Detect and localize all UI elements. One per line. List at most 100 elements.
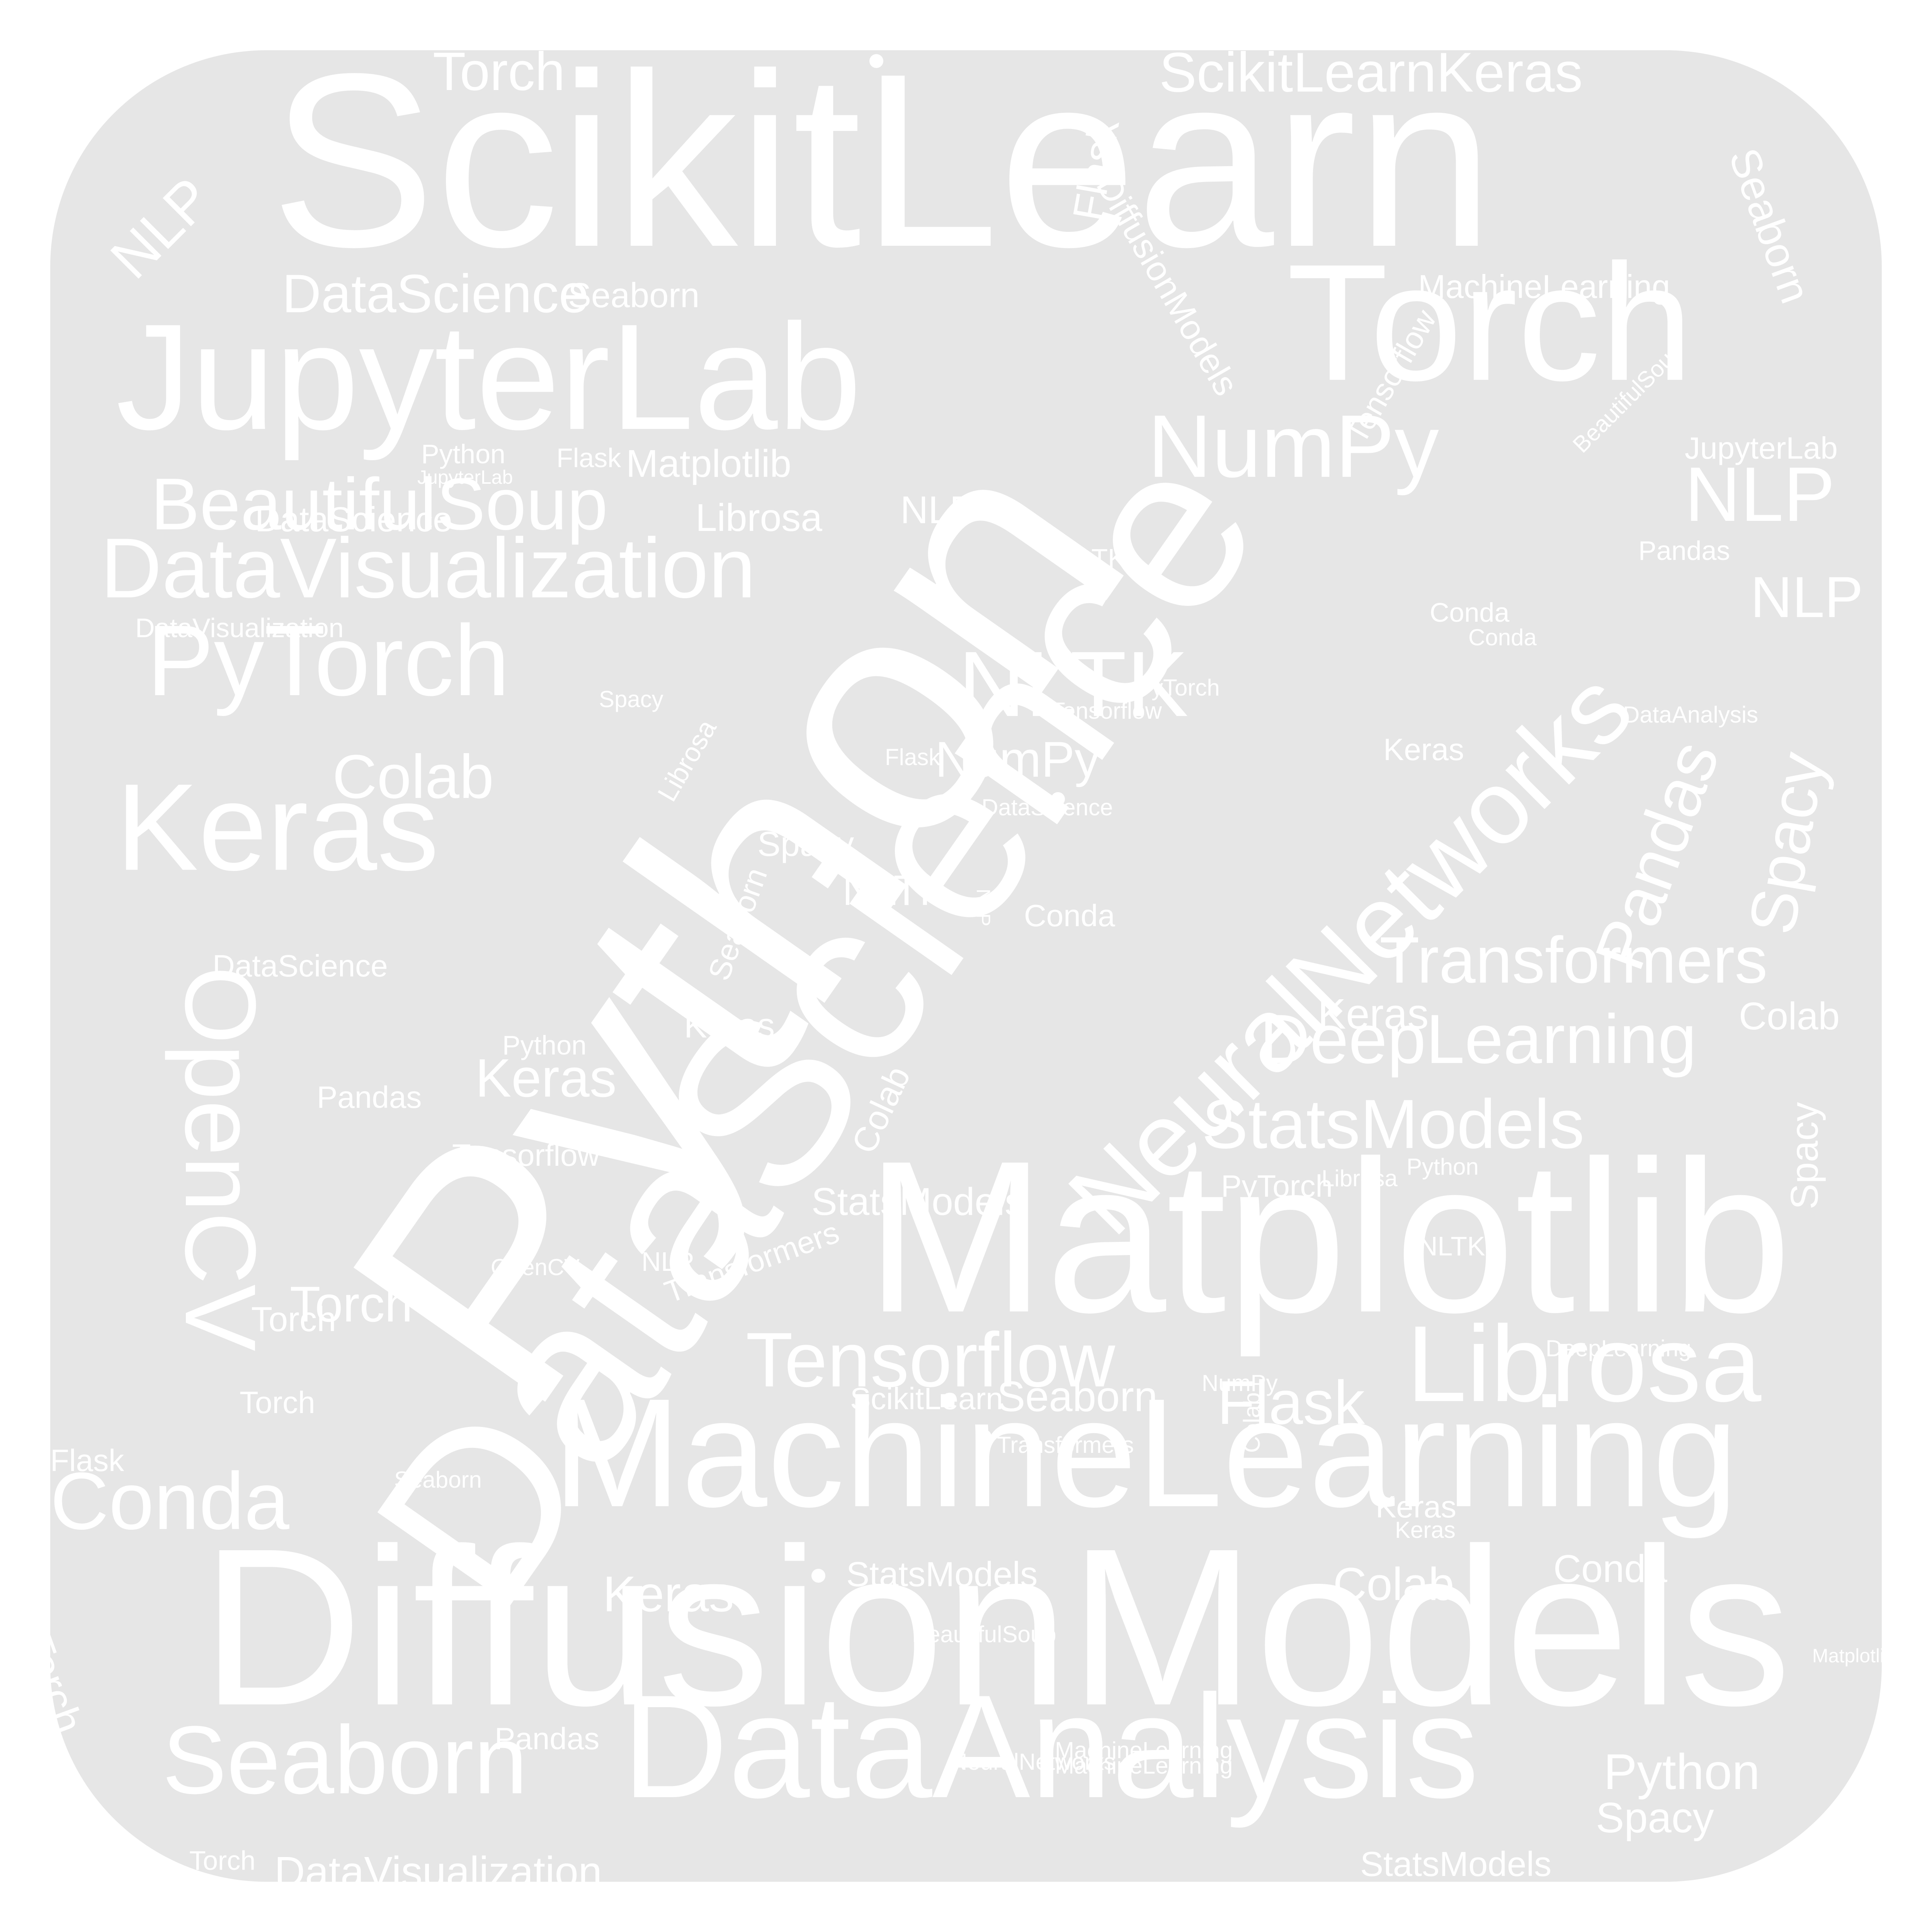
cloud-word: NLP bbox=[1750, 565, 1863, 629]
cloud-word: Python bbox=[502, 1030, 587, 1060]
cloud-word: Tensorflow bbox=[1051, 698, 1162, 724]
cloud-word: Spacy bbox=[1596, 1794, 1714, 1842]
cloud-word: Python bbox=[1604, 1743, 1760, 1800]
cloud-word: Seaborn bbox=[568, 276, 700, 315]
cloud-word: Python bbox=[421, 439, 505, 469]
cloud-word: NeuralNetworks bbox=[951, 1749, 1116, 1775]
cloud-word: Torch bbox=[251, 1300, 337, 1339]
cloud-word: NLP bbox=[1685, 451, 1835, 537]
cloud-word: DiffusionModels bbox=[201, 1502, 1791, 1752]
cloud-word: Python bbox=[1406, 1154, 1479, 1180]
cloud-word: JupyterLab bbox=[417, 466, 513, 488]
cloud-word: JupyterLab bbox=[1685, 431, 1838, 465]
cloud-word: Matplotlib bbox=[626, 442, 791, 485]
cloud-word: ScikitLearnKeras bbox=[1159, 41, 1583, 104]
cloud-word: MachineLearning bbox=[1418, 269, 1670, 305]
cloud-word: Seaborn bbox=[162, 1706, 528, 1814]
cloud-word: DataAnalysis bbox=[622, 1664, 1479, 1828]
cloud-word: Keras bbox=[1395, 1517, 1456, 1543]
cloud-word: JupyterLab bbox=[116, 293, 862, 461]
cloud-word: Torch bbox=[189, 1845, 256, 1876]
cloud-word: MachineLearning bbox=[553, 1366, 1738, 1539]
cloud-word: Torch bbox=[12, 1626, 92, 1740]
cloud-word: Keras bbox=[1318, 990, 1429, 1038]
cloud-word: Transformers bbox=[1379, 923, 1768, 997]
cloud-word: StatsModels bbox=[811, 1180, 1024, 1223]
rounded-square-background bbox=[50, 50, 1882, 1882]
cloud-word: MachineLearning bbox=[1055, 1753, 1233, 1779]
cloud-word: DataScience bbox=[255, 500, 452, 539]
cloud-word: NLTK bbox=[958, 632, 1189, 736]
cloud-word: Tensorflow bbox=[452, 1138, 600, 1172]
cloud-word: PyTorch bbox=[1136, 675, 1220, 701]
cloud-word: Colab bbox=[1739, 995, 1840, 1038]
cloud-word: NumPy bbox=[935, 731, 1100, 787]
cloud-word: Colab bbox=[332, 742, 494, 811]
cloud-word: NumPy bbox=[1202, 1370, 1278, 1396]
cloud-word: Colab bbox=[1239, 1392, 1265, 1453]
cloud-word: NLP bbox=[641, 1247, 694, 1277]
cloud-word: Torch bbox=[290, 1276, 413, 1332]
cloud-word: Transformers bbox=[997, 1432, 1134, 1458]
cloud-word: StatsModels bbox=[846, 1555, 1038, 1594]
dot-mark bbox=[978, 1430, 992, 1444]
cloud-word: ScikitLearn bbox=[850, 1381, 1003, 1416]
cloud-word: Conda bbox=[1553, 1547, 1667, 1590]
cloud-word: Flask bbox=[885, 744, 940, 770]
cloud-word: DataScience bbox=[981, 794, 1113, 820]
cloud-word: Conda bbox=[50, 1456, 289, 1546]
cloud-word: NLP bbox=[98, 165, 224, 291]
cloud-word: NumPy bbox=[1148, 396, 1439, 496]
cloud-word: BeautifulSoup bbox=[151, 463, 608, 545]
cloud-word: Keras bbox=[1376, 1490, 1456, 1524]
cloud-word: OpenCV bbox=[491, 1254, 580, 1280]
cloud-word: Torch bbox=[240, 1385, 315, 1420]
cloud-word: StatsModels bbox=[1202, 1085, 1585, 1163]
dot-mark bbox=[811, 1569, 825, 1583]
cloud-word: Flask bbox=[50, 1443, 124, 1478]
cloud-word: DeepLearning bbox=[1260, 1000, 1697, 1078]
cloud-word: Seaborn bbox=[1719, 142, 1820, 310]
cloud-word: PyTorch bbox=[147, 605, 510, 717]
cloud-word: Conda bbox=[1024, 898, 1115, 933]
cloud-word: DataVisualization bbox=[100, 520, 756, 616]
cloud-word: ScikitLearn bbox=[270, 22, 1494, 298]
cloud-word: DataScience bbox=[282, 263, 589, 324]
cloud-word: NLP bbox=[900, 488, 976, 532]
cloud-word: Spacy bbox=[757, 825, 854, 864]
cloud-word: StatsModels bbox=[1360, 1845, 1552, 1884]
cloud-word: Pandas bbox=[317, 1080, 422, 1114]
cloud-word: Flask bbox=[556, 443, 621, 473]
dot-mark bbox=[869, 54, 883, 68]
cloud-word: DataVisualization bbox=[135, 613, 344, 643]
cloud-word: Librosa bbox=[696, 496, 822, 539]
cloud-word: Matplotlib bbox=[866, 1116, 1792, 1357]
cloud-word: Torch bbox=[1287, 230, 1693, 415]
cloud-word: NLTK bbox=[1059, 543, 1126, 573]
cloud-word: NLTK bbox=[1418, 1231, 1485, 1261]
cloud-word: Keras bbox=[684, 1007, 775, 1045]
cloud-word: Matplotlib bbox=[1812, 1645, 1895, 1667]
cloud-word: Colab bbox=[1333, 1558, 1454, 1610]
cloud-word: Librosa bbox=[1406, 1304, 1762, 1424]
cloud-word: Seaborn bbox=[997, 1373, 1158, 1420]
cloud-word: DeepLearning bbox=[1546, 1335, 1691, 1361]
cloud-word: Keras bbox=[1383, 732, 1464, 767]
cloud-word: Torch bbox=[433, 41, 565, 102]
cloud-word: NLTK bbox=[842, 867, 948, 914]
cloud-word: Conda bbox=[1430, 597, 1510, 628]
cloud-word: Pandas bbox=[1638, 536, 1730, 566]
cloud-word: BeautifulSoup bbox=[912, 1621, 1056, 1647]
cloud-word: Keras bbox=[475, 1048, 617, 1108]
cloud-word: Flask bbox=[1217, 1368, 1365, 1437]
cloud-word: Tensorflow bbox=[746, 1317, 1115, 1403]
cloud-word: NLP bbox=[973, 889, 994, 927]
cloud-word: Spacy bbox=[1783, 1102, 1826, 1209]
cloud-word: Keras bbox=[116, 758, 439, 896]
cloud-word: Librosa bbox=[1321, 1165, 1398, 1191]
cloud-word: DataVisualization bbox=[274, 1848, 602, 1896]
cloud-word: OpenCV bbox=[164, 966, 276, 1352]
cloud-word: DataAnalysis bbox=[1623, 702, 1759, 728]
cloud-word: MachineLearning bbox=[1055, 1737, 1233, 1763]
